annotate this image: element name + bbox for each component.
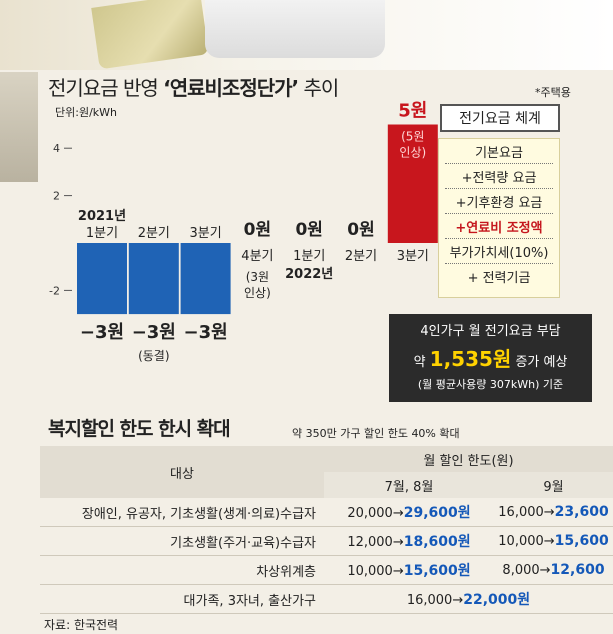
value-label: −3원 [184,322,228,343]
header-target: 대상 [40,446,324,498]
bar [77,243,127,315]
source-note: 자료: 한국전력 [44,618,119,632]
y-tick-label: -2 [49,284,60,297]
limit-cell: 16,000→22,000원 [324,584,613,614]
limit-cell: 10,000→15,600원 [324,555,494,585]
value-label: 0원 [244,220,271,240]
bill-paper-photo [0,72,40,182]
target-cell: 기초생활(주거·교육)수급자 [40,526,324,556]
category-label: 2분기 [138,226,170,241]
annotation-label: 인상) [399,146,426,160]
limit-cell: 20,000→29,600원 [324,498,494,527]
value-label: −3원 [132,322,176,343]
rate-system-list: 기본요금 +전력량 요금 +기후환경 요금 +연료비 조정액 부가가치세(10%) + 전… [438,138,560,298]
rate-system-item: +기후환경 요금 [445,189,553,214]
value-label: −3원 [80,322,124,343]
limit-cell: 8,000→12,600 [494,555,613,585]
burden-line-3: (월 평균사용량 307kWh) 기준 [417,378,564,391]
table-row: 기초생활(주거·교육)수급자 12,000→18,600원 10,000→15,60… [40,526,613,556]
annotation-label: (동결) [138,349,169,363]
year-label: 2022년 [285,267,333,282]
rate-system-item: 기본요금 [445,139,553,164]
category-label: 1분기 [86,226,118,241]
welfare-title: 복지할인 한도 한시 확대 [48,418,231,440]
value-label: 0원 [295,220,322,240]
header-sep: 9월 [494,472,613,498]
annotation-label: (5원 [401,130,424,144]
residential-note: *주택용 [535,86,571,99]
target-cell: 장애인, 유공자, 기초생활(생계·의료)수급자 [40,498,324,527]
header-jul-aug: 7월, 8월 [324,472,494,498]
y-tick-label: 2 [53,190,60,203]
target-cell: 차상위계층 [40,555,324,585]
table-row: 차상위계층 10,000→15,600원 8,000→12,600 [40,555,613,585]
household-burden-box: 4인가구 월 전기요금 부담 약 1,535원 증가 예상 (월 평균사용량 3… [389,314,592,402]
burden-line-1: 4인가구 월 전기요금 부담 [420,324,561,339]
y-tick-label: 4 [53,142,60,155]
welfare-table: 대상 월 할인 한도(원) 7월, 8월 9월 장애인, 유공자, 기초생활(생… [40,446,613,614]
year-label: 2021년 [78,209,126,224]
rate-system-item: + 전력기금 [467,270,531,286]
rate-system-item: 부가가치세(10%) [445,239,553,264]
table-row: 장애인, 유공자, 기초생활(생계·의료)수급자 20,000→29,600원 16… [40,498,613,527]
bar [128,243,179,315]
category-label: 3분기 [397,249,429,264]
rate-system-item: +전력량 요금 [445,164,553,189]
rate-system-item: +연료비 조정액 [445,214,553,239]
power-strip-photo [205,0,385,58]
rate-system-title: 전기요금 체계 [440,104,560,132]
limit-cell: 12,000→18,600원 [324,526,494,556]
target-cell: 대가족, 3자녀, 출산가구 [40,584,324,614]
unit-label: 단위:원/kWh [55,106,117,119]
header-limit: 월 할인 한도(원) [324,446,613,472]
limit-cell: 16,000→23,600 [494,498,613,527]
category-label: 4분기 [241,249,273,264]
value-label: 0원 [347,220,374,240]
value-label: 5원 [398,101,427,122]
burden-line-2: 약 1,535원 증가 예상 [413,347,568,371]
bar [387,124,438,243]
limit-cell: 10,000→15,600 [494,526,613,556]
annotation-label: (3원 [246,270,269,284]
category-label: 2분기 [345,249,377,264]
annotation-label: 인상) [244,286,271,300]
category-label: 1분기 [293,249,325,264]
category-label: 3분기 [189,226,221,241]
burden-amount: 1,535원 [429,347,512,371]
table-row: 대가족, 3자녀, 출산가구 16,000→22,000원 [40,584,613,614]
welfare-subtitle: 약 350만 가구 할인 한도 40% 확대 [292,427,460,440]
bar [180,243,231,315]
chart-title: 전기요금 반영 ‘연료비조정단가’ 추이 [48,76,339,100]
